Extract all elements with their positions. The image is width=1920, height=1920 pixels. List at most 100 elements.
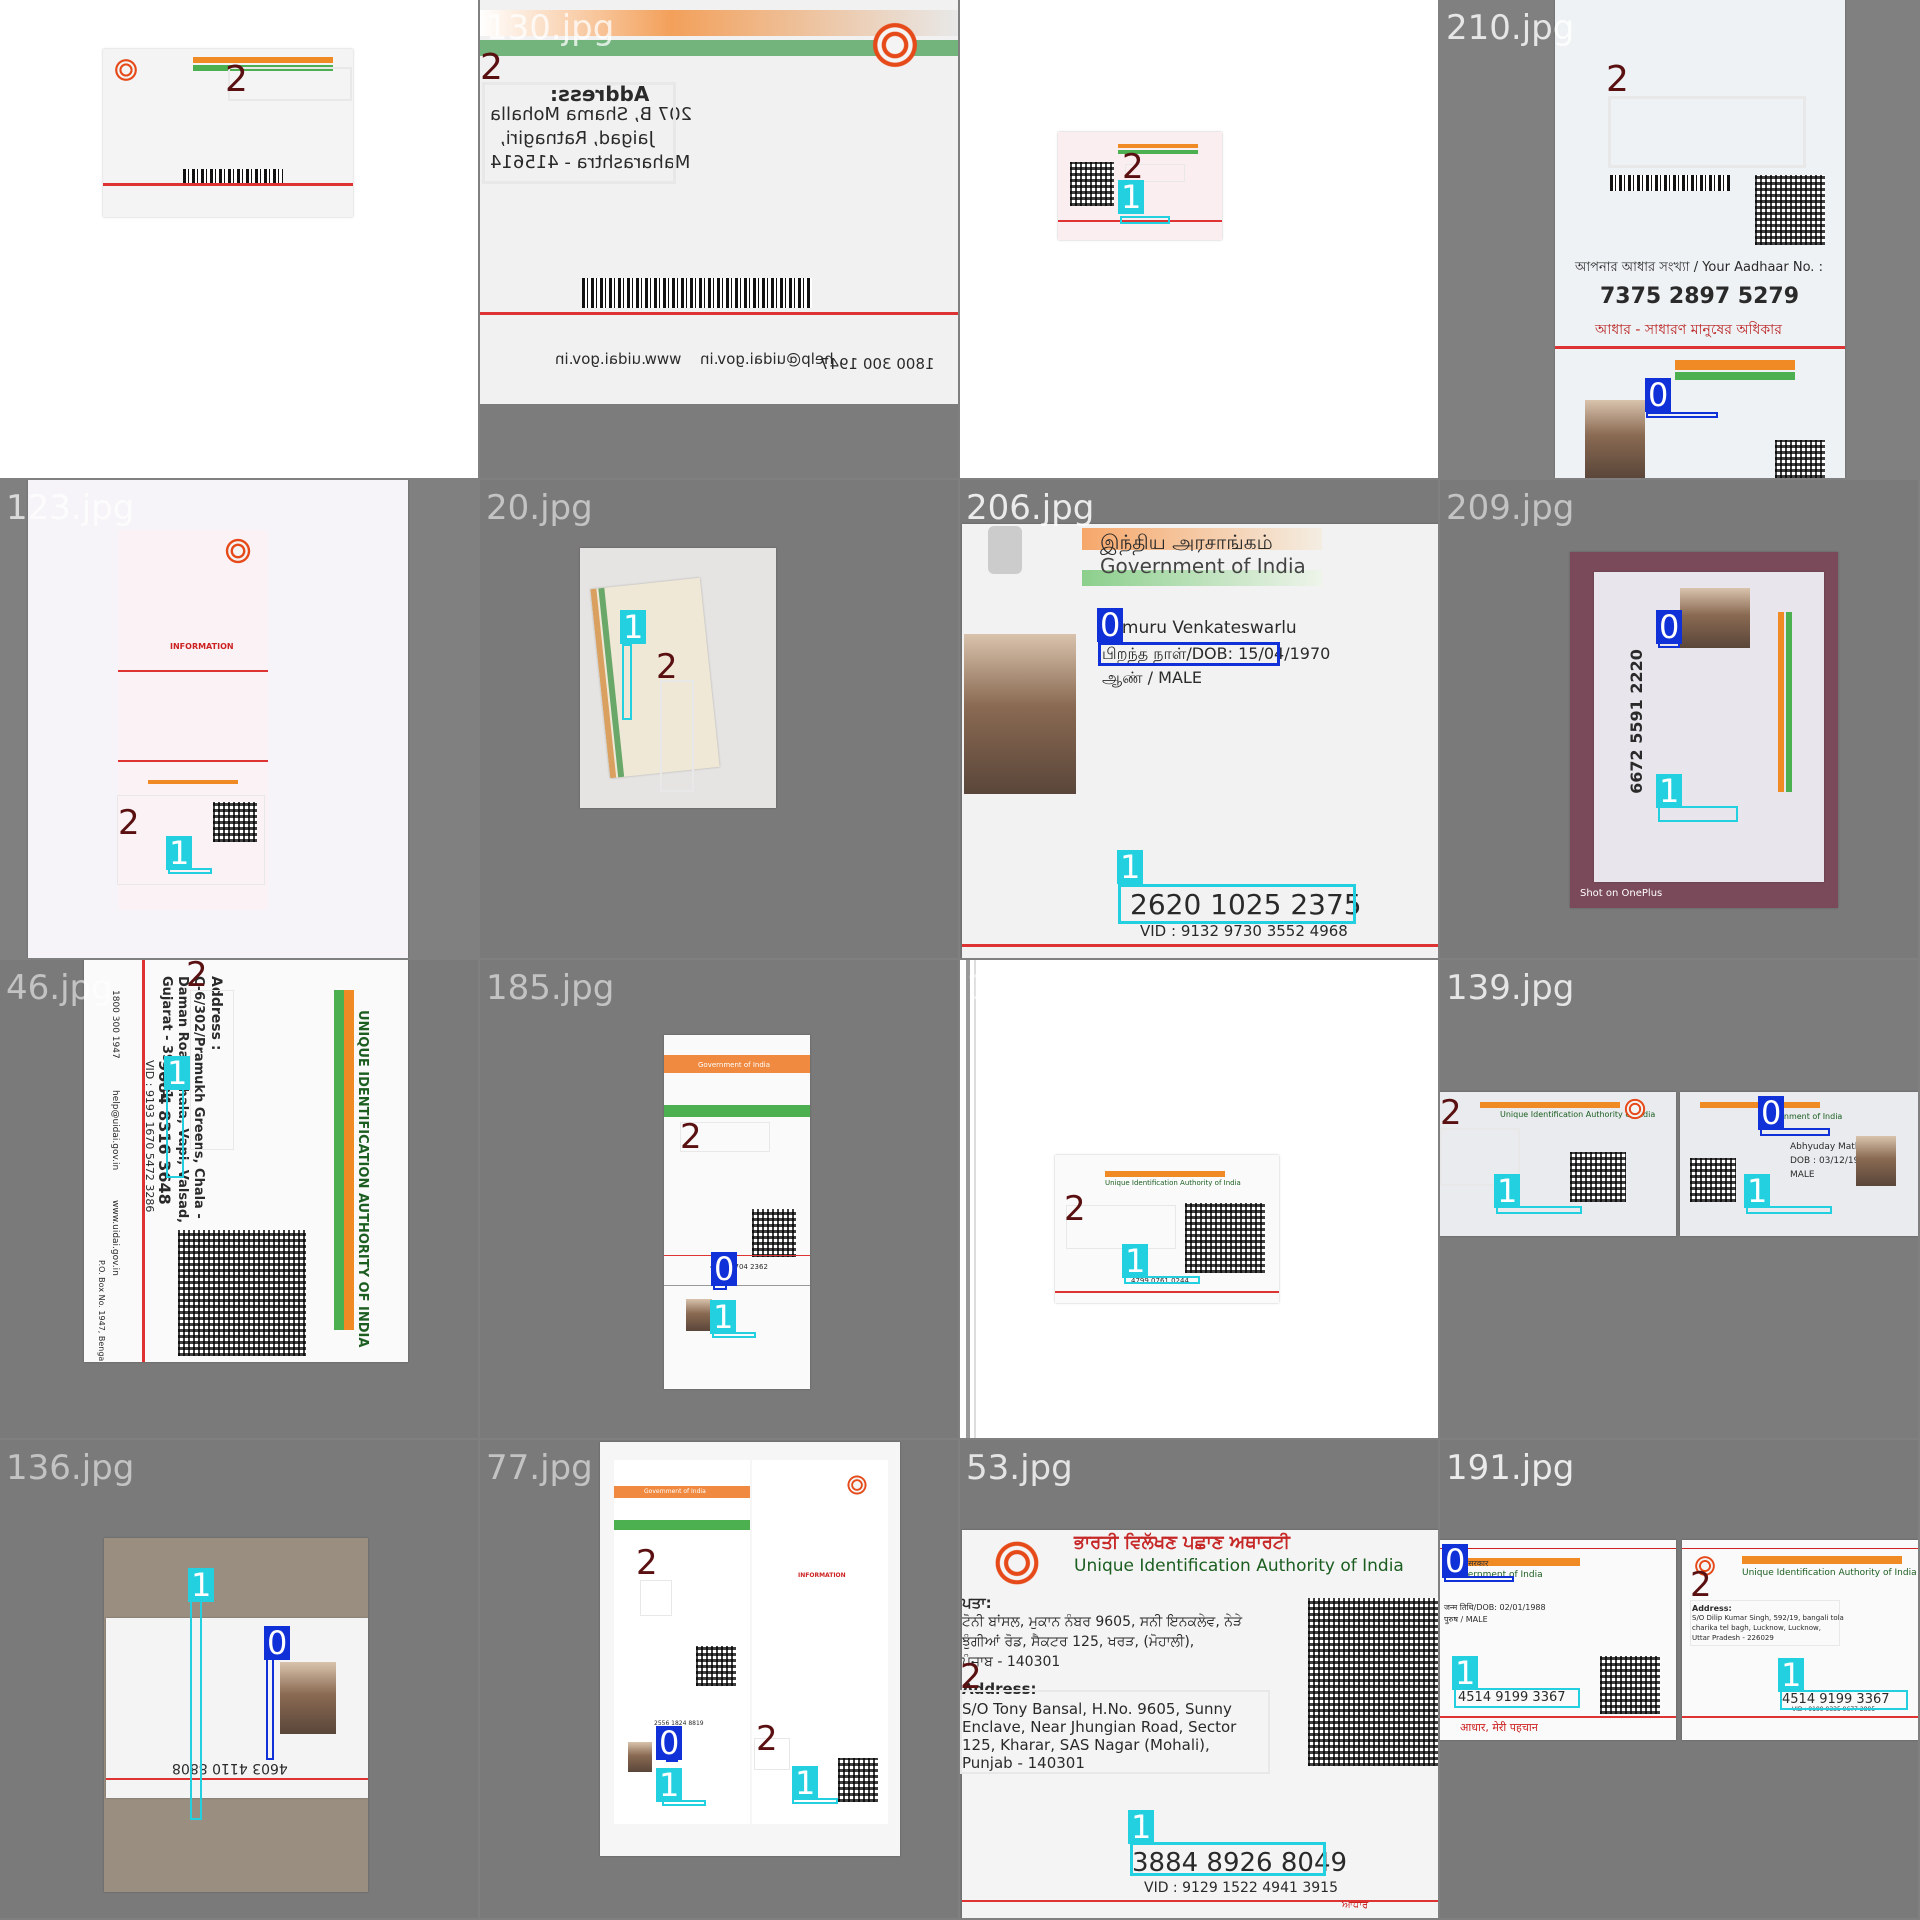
detection-box-class-1	[662, 1800, 706, 1806]
detection-box-class-2	[640, 1580, 672, 1616]
detection-label-class-0: 0	[1442, 1544, 1469, 1578]
tile-136[interactable]: 136.jpg 4603 4110 8808 1 0	[0, 1440, 478, 1918]
detection-box-class-0	[1760, 1128, 1830, 1136]
barcode	[1610, 175, 1730, 191]
tile-210[interactable]: আপনার আধার সংখ্যা / Your Aadhaar No. : 7…	[1440, 0, 1918, 478]
detection-box-class-2	[1125, 164, 1185, 182]
govt-title: Government of India	[1450, 1570, 1543, 1580]
detection-label-class-2: 2	[756, 1719, 778, 1759]
aadhaar-card-back: Unique Identification Authority of India…	[1682, 1540, 1918, 1740]
authority-name: UNIQUE IDENTIFICATION AUTHORITY OF INDIA	[355, 1010, 370, 1348]
address-line: S/O Dilip Kumar Singh, 592/19, bangali t…	[1692, 1614, 1844, 1622]
tile-filename: 24.jpg	[966, 8, 1073, 48]
tile-46[interactable]: Address : C-6/302/Pramukh Greens, Chala …	[0, 960, 478, 1438]
address-heading: Address:	[1692, 1604, 1732, 1613]
photo	[1856, 1136, 1896, 1186]
qr-code	[1775, 440, 1825, 478]
holder-name: Abhyuday Mathur	[1790, 1142, 1870, 1152]
authority-name: Unique Identification Authority of India	[1742, 1568, 1917, 1578]
detection-box-class-1	[190, 1600, 202, 1820]
address-line: Punjab - 140301	[962, 1754, 1085, 1772]
detection-label-class-1: 1	[1744, 1174, 1771, 1208]
detection-box-class-1	[1646, 412, 1718, 418]
gender: पुरुष / MALE	[1444, 1615, 1488, 1624]
detection-box-class-2	[190, 990, 234, 1150]
help-email: help@uidai.gov.in	[110, 1090, 120, 1171]
qr-code	[1690, 1158, 1736, 1202]
qr-code	[1185, 1203, 1265, 1273]
tile-185[interactable]: 185.jpg Government of India 4207 9704 23…	[480, 960, 958, 1438]
tile-filename: 130.jpg	[486, 8, 615, 48]
tile-13[interactable]: 13.jpg 2	[0, 0, 478, 478]
tile-filename: 123.jpg	[6, 488, 135, 528]
govt-title-hindi: भारत सरकार	[1450, 1559, 1489, 1568]
tile-77[interactable]: 77.jpg Government of India 2556 1824 881…	[480, 1440, 958, 1918]
tagline: আধার - সাধারণ মানুষের অধিকার	[1595, 322, 1782, 338]
detection-box-class-2	[1608, 96, 1806, 168]
photo	[280, 1662, 336, 1734]
aadhaar-card-upside-down: 4603 4110 8808	[106, 1618, 368, 1798]
dob: DOB : 03/12/1990	[1790, 1156, 1871, 1166]
photo-background	[580, 548, 776, 808]
detection-box-class-0	[1098, 642, 1280, 666]
detection-label-class-2: 2	[636, 1543, 658, 1583]
photo-background: 4603 4110 8808	[104, 1538, 368, 1892]
tile-123[interactable]: INFORMATION 123.jpg 2 1	[0, 480, 478, 958]
tile-filename: 206.jpg	[966, 488, 1095, 528]
aadhaar-number: 2556 1824 8819	[654, 1720, 704, 1727]
aadhaar-number: 2620 1025 2375	[1130, 888, 1362, 921]
tile-209[interactable]: 209.jpg 6672 5591 2220 Shot on OnePlus 0…	[1440, 480, 1918, 958]
detection-box-class-2	[482, 82, 676, 184]
aadhaar-card-mirrored: Address: 207 B, Shama Mohalla Jaigad, Ra…	[480, 0, 958, 404]
tile-filename: 210.jpg	[1446, 8, 1575, 48]
detection-label-class-1: 1	[188, 1568, 215, 1602]
detection-box-class-2	[960, 1690, 1270, 1774]
address-line: S/O Tony Bansal, H.No. 9605, Sunny	[962, 1700, 1232, 1718]
govt-title: Government of India	[1100, 554, 1306, 578]
authority-name: Unique Identification Authority of India	[1105, 1179, 1241, 1187]
aadhaar-card-front: भारत सरकार Government of India जन्म तिथि…	[1440, 1540, 1676, 1740]
detection-box-class-2	[754, 1738, 790, 1770]
detection-label-class-0: 0	[1645, 378, 1672, 412]
camera-watermark: Shot on OnePlus	[1580, 888, 1663, 899]
detection-label-class-1: 1	[164, 1056, 191, 1090]
barcode	[183, 169, 283, 183]
tile-206[interactable]: இந்திய அரசாங்கம் Government of India Pam…	[960, 480, 1438, 958]
address-line: charika tel bagh, Lucknow, Lucknow,	[1692, 1624, 1821, 1632]
address-line-punjabi: ਝੁੰਗੀਆਂ ਰੋਡ, ਸੈਕਟਰ 125, ਖਰੜ, (ਮੋਹਾਲੀ),	[962, 1634, 1195, 1650]
qr-code	[1755, 175, 1825, 245]
detection-label-class-2: 2	[1122, 147, 1144, 187]
detection-label-class-1: 1	[1656, 774, 1683, 808]
gender: ஆண் / MALE	[1102, 668, 1202, 687]
vid-number: VID : 9132 9730 3552 4968	[1140, 922, 1348, 940]
tile-104[interactable]: 104.jpg Unique Identification Authority …	[960, 960, 1438, 1438]
aadhaar-number: 4207 9704 2362	[710, 1263, 768, 1271]
detection-label-class-2: 2	[1064, 1189, 1086, 1229]
detection-label-class-2: 2	[1606, 59, 1629, 100]
tile-20[interactable]: 20.jpg 1 2	[480, 480, 958, 958]
detection-label-class-2: 2	[1690, 1565, 1712, 1605]
emblem-icon	[988, 526, 1022, 574]
detection-box-class-1	[1746, 1206, 1832, 1214]
detection-label-class-0: 0	[1097, 608, 1124, 642]
detection-label-class-2: 2	[960, 1657, 982, 1697]
qr-code	[1070, 162, 1114, 206]
aadhaar-number: 4799 0761 0244	[1131, 1277, 1189, 1285]
vid-number: VID : 9129 1522 4941 3915	[1144, 1880, 1338, 1896]
tile-53[interactable]: ਭਾਰਤੀ ਵਿਲੱਖਣ ਪਛਾਣ ਅਥਾਰਟੀ Unique Identifi…	[960, 1440, 1438, 1918]
authority-name: Unique Identification Authority of India	[1074, 1556, 1404, 1576]
tile-filename: 77.jpg	[486, 1448, 593, 1488]
tile-24[interactable]: 24.jpg 2 1	[960, 0, 1438, 478]
tile-139[interactable]: 139.jpg Unique Identification Authority …	[1440, 960, 1918, 1438]
aadhaar-card-laminated: 6672 5591 2220	[1594, 572, 1824, 882]
tile-filename: 20.jpg	[486, 488, 593, 528]
detection-box-class-0	[266, 1658, 274, 1760]
detection-label-class-1: 1	[1128, 1810, 1155, 1844]
address-line: Uttar Pradesh - 226029	[1692, 1634, 1774, 1642]
info-heading: INFORMATION	[170, 642, 234, 651]
tile-130[interactable]: Address: 207 B, Shama Mohalla Jaigad, Ra…	[480, 0, 958, 478]
tile-filename: 53.jpg	[966, 1448, 1073, 1488]
tile-191[interactable]: 191.jpg भारत सरकार Government of India ज…	[1440, 1440, 1918, 1918]
photo	[964, 634, 1076, 794]
aadhaar-logo-icon	[982, 1540, 1052, 1586]
